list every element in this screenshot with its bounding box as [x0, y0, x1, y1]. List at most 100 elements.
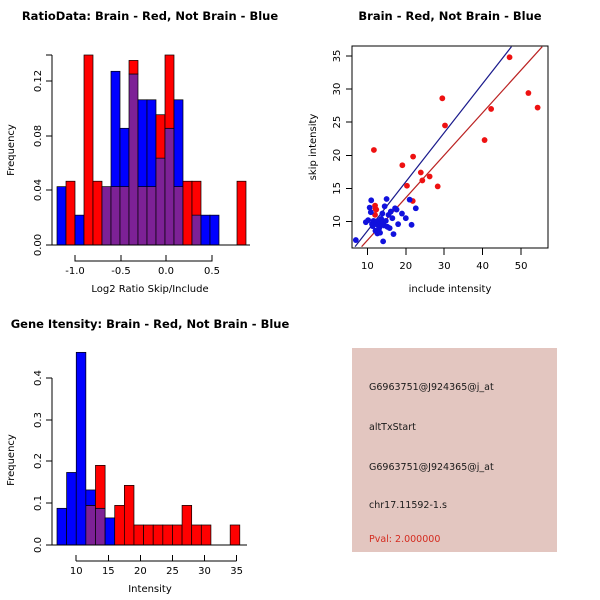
histogram-bar — [92, 180, 103, 246]
scatter-point — [380, 238, 387, 245]
histogram-bar — [191, 524, 202, 546]
histogram-bar — [164, 54, 175, 129]
scatter-point — [399, 162, 406, 169]
ratio-y-ticklabel-3: 0.12 — [33, 70, 44, 92]
gene-y-ticklabel-4: 0.4 — [33, 370, 44, 386]
histogram-bar-overlap — [191, 214, 202, 246]
scatter-point — [506, 54, 513, 61]
scatter-point — [404, 182, 410, 189]
histogram-bar — [123, 485, 135, 546]
histogram-bar — [155, 114, 166, 159]
ratio-histogram-svg: RatioData: Brain - Red, Not Brain - Blue… — [6, 9, 278, 295]
info-line-event-type: altTxStart — [369, 422, 416, 433]
scatter-point — [367, 209, 374, 216]
histogram-bar-overlap — [101, 186, 112, 246]
scatter-y-ticklabel: 35 — [332, 50, 343, 63]
histogram-bar — [172, 524, 183, 546]
histogram-bar-overlap — [146, 186, 157, 246]
gene-histogram-panel: Gene Itensity: Brain - Red, Not Brain - … — [0, 300, 300, 600]
gene-x-ticklabel: 35 — [230, 566, 243, 577]
scatter-point — [395, 221, 402, 228]
histogram-bar — [146, 99, 157, 187]
histogram-bar-overlap — [173, 186, 184, 246]
scatter-svg: Brain - Red, Not Brain - Blue 10 15 20 25 30… — [308, 9, 549, 295]
scatter-y-ticklabel: 25 — [332, 116, 343, 129]
scatter-point — [406, 196, 413, 203]
scatter-inner — [352, 46, 543, 248]
histogram-bar — [95, 464, 106, 509]
ratio-y-ticklabel-1: 0.04 — [33, 179, 44, 201]
scatter-point — [372, 211, 378, 218]
histogram-bar — [128, 60, 139, 75]
histogram-bar — [110, 70, 121, 187]
histogram-bar — [75, 351, 87, 546]
ratio-x-ticklabel-1: -0.5 — [111, 266, 131, 277]
histogram-bar-overlap — [155, 157, 166, 246]
scatter-point — [371, 147, 377, 153]
ratio-y-axis-label: Frequency — [6, 124, 17, 176]
info-box: G6963751@J924365@j_at altTxStart G696375… — [352, 348, 557, 552]
histogram-bar — [65, 180, 76, 246]
scatter-panel: Brain - Red, Not Brain - Blue 10 15 20 25 30… — [300, 0, 600, 300]
ratio-histogram-panel: RatioData: Brain - Red, Not Brain - Blue… — [0, 0, 300, 300]
histogram-bar-overlap — [128, 73, 139, 246]
scatter-y-ticklabel: 20 — [332, 149, 343, 162]
histogram-bar — [143, 524, 154, 546]
scatter-y-axis-label: skip intensity — [308, 114, 319, 181]
histogram-bar-overlap — [85, 505, 96, 546]
histogram-bar-overlap — [164, 127, 175, 246]
scatter-point — [373, 206, 380, 213]
histogram-bar — [137, 99, 148, 187]
scatter-point — [408, 221, 415, 228]
histogram-bar — [162, 524, 173, 546]
scatter-y-ticklabel: 10 — [332, 215, 343, 228]
scatter-point — [383, 196, 390, 202]
gene-histogram-title: Gene Itensity: Brain - Red, Not Brain - … — [11, 317, 290, 331]
info-panel: G6963751@J924365@j_at altTxStart G696375… — [300, 300, 600, 600]
ratio-histogram-bars — [56, 54, 247, 246]
histogram-bar-overlap — [137, 186, 148, 246]
histogram-bar — [56, 186, 67, 246]
info-line-pval: Pval: 2.000000 — [369, 534, 441, 545]
scatter-x-ticklabel: 40 — [476, 261, 489, 272]
histogram-bar — [83, 54, 94, 246]
gene-x-ticklabel: 15 — [102, 566, 115, 577]
scatter-point — [525, 90, 532, 96]
scatter-x-ticklabel: 20 — [399, 261, 412, 272]
ratio-y-ticklabel-0: 0.00 — [33, 234, 44, 256]
histogram-bar — [191, 180, 202, 216]
scatter-point — [412, 205, 419, 212]
scatter-x-axis-label: include intensity — [409, 284, 492, 295]
scatter-point — [488, 106, 495, 112]
scatter-y-axis: 10 15 20 25 30 35 — [332, 50, 352, 228]
histogram-bar-overlap — [95, 507, 106, 546]
gene-x-axis: 10 15 20 25 30 35 — [70, 555, 243, 577]
gene-x-ticklabel: 30 — [198, 566, 211, 577]
scatter-point — [389, 215, 396, 222]
gene-y-ticklabel-2: 0.2 — [33, 453, 44, 469]
scatter-point — [352, 237, 359, 243]
ratio-x-axis-line — [74, 255, 213, 262]
histogram-bar — [74, 214, 85, 246]
scatter-point — [368, 197, 375, 204]
gene-histogram-bars — [56, 351, 241, 546]
scatter-point — [481, 137, 488, 143]
scatter-point — [442, 122, 448, 129]
histogram-bar-overlap — [119, 186, 130, 246]
gene-y-ticklabel-1: 0.1 — [33, 495, 44, 511]
scatter-point — [439, 95, 446, 102]
scatter-title: Brain - Red, Not Brain - Blue — [358, 9, 541, 23]
scatter-point — [426, 173, 433, 180]
histogram-bar — [200, 214, 211, 246]
gene-x-ticklabel: 20 — [134, 566, 147, 577]
ratio-x-ticklabel-0: -1.0 — [65, 266, 85, 277]
ratio-x-ticklabel-2: 0.0 — [158, 266, 174, 277]
scatter-y-ticklabel: 30 — [332, 83, 343, 96]
histogram-bar — [114, 505, 125, 546]
ratio-x-ticklabel-3: 0.5 — [204, 266, 220, 277]
scatter-point — [381, 203, 388, 210]
scatter-point — [393, 206, 400, 213]
scatter-x-ticklabel: 50 — [515, 261, 528, 272]
scatter-point — [366, 204, 373, 211]
scatter-point — [419, 177, 426, 184]
